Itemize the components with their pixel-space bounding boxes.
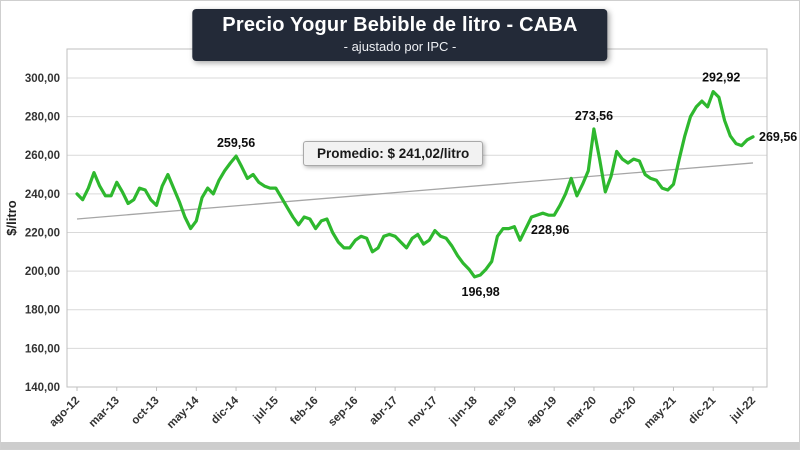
x-tick-label: oct-20 [606,395,638,427]
y-tick-label: 140,00 [25,382,60,394]
x-tick-label: dic-21 [686,394,718,426]
x-tick-label: jul-15 [251,394,282,425]
x-tick-label: feb-16 [288,395,320,427]
average-label-box: Promedio: $ 241,02/litro [303,141,484,166]
x-tick-label: ago-19 [525,395,560,430]
x-tick-label: nov-17 [405,395,440,430]
y-tick-label: 180,00 [25,305,60,317]
plot-border [66,48,768,388]
x-tick-label: jul-22 [728,395,758,425]
x-tick-label: mar-20 [564,395,599,430]
point-label: 259,56 [217,136,255,150]
point-label: 292,92 [702,71,740,85]
chart-title-box: Precio Yogur Bebible de litro - CABA - a… [192,9,608,61]
trend-line [76,162,754,220]
y-tick-label: 300,00 [25,73,60,85]
y-axis-title: $/litro [4,200,19,235]
y-tick-label: 260,00 [25,150,60,162]
x-tick-label: ene-19 [485,395,519,429]
point-label: 196,98 [462,285,500,299]
x-tick-label: ago-12 [47,395,82,430]
average-label: Promedio: $ 241,02/litro [317,146,470,161]
x-tick-label: may-21 [642,394,679,431]
x-tick-label: abr-17 [367,395,400,428]
x-tick-label: jun-18 [447,394,481,428]
x-tick-label: dic-14 [209,394,241,426]
y-tick-label: 240,00 [25,189,60,201]
x-tick-label: oct-13 [129,395,161,427]
x-tick-label: sep-16 [326,395,360,429]
y-tick-label: 160,00 [25,343,60,355]
y-tick-label: 220,00 [25,227,60,239]
point-label: 269,56 [759,130,797,144]
point-label: 273,56 [575,109,613,123]
chart-subtitle: - ajustado por IPC - [343,39,457,54]
window-bottom-edge [1,442,799,449]
x-tick-label: may-14 [165,394,202,431]
point-label: 228,96 [531,223,569,237]
chart-title: Precio Yogur Bebible de litro - CABA [222,14,578,36]
y-tick-label: 200,00 [25,266,60,278]
y-tick-label: 280,00 [25,112,60,124]
x-tick-label: mar-13 [87,395,122,430]
price-line [75,89,755,279]
